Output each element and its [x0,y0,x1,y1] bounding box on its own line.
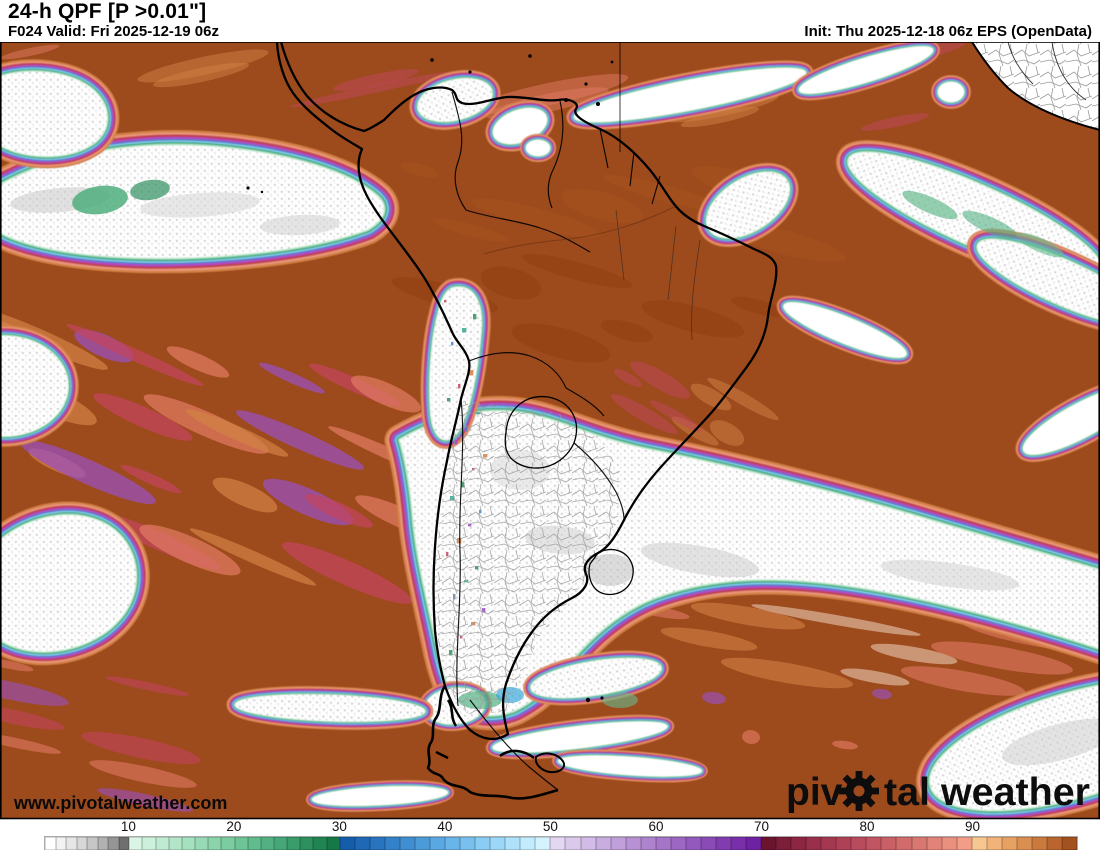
colorbar-cell [685,837,701,850]
colorbar-cell [625,837,641,850]
colorbar-cell [384,837,400,850]
colorbar: 10 20 30 40 50 60 70 80 90 [44,819,1078,850]
colorbar-cell [821,837,837,850]
colorbar-cell [700,837,716,850]
colorbar-cell [866,837,882,850]
colorbar-cell [313,837,327,850]
colorbar-cell [247,837,261,850]
gear-icon [839,771,879,811]
colorbar-cell [715,837,731,850]
colorbar-cell [520,837,536,850]
colorbar-cell [986,837,1002,850]
colorbar-tick: 80 [859,819,875,834]
colorbar-cell [339,837,355,850]
colorbar-cell [791,837,807,850]
colorbar-cell [129,837,143,850]
pivotal-weather-logo: piv tal weather [786,771,1090,814]
colorbar-cell [881,837,897,850]
colorbar-cell [1001,837,1017,850]
colorbar-cell [399,837,415,850]
colorbar-cell [595,837,611,850]
colorbar-cell [66,837,77,850]
colorbar-bar [44,836,1078,850]
colorbar-cell [354,837,370,850]
colorbar-tick: 60 [648,819,664,834]
colorbar-cell [369,837,385,850]
colorbar-cell [971,837,987,850]
init-time-label: Init: Thu 2025-12-18 06z EPS (OpenData) [804,23,1092,40]
colorbar-cell [610,837,626,850]
colorbar-cell [155,837,169,850]
colorbar-cell [142,837,156,850]
colorbar-cell [1031,837,1047,850]
colorbar-cell [430,837,446,850]
colorbar-cell [505,837,521,850]
valid-time-label: F024 Valid: Fri 2025-12-19 06z [8,23,219,40]
colorbar-cell [911,837,927,850]
colorbar-cell [195,837,209,850]
colorbar-cell [565,837,581,850]
colorbar-tick: 50 [542,819,558,834]
colorbar-cell [640,837,656,850]
colorbar-cell [1062,837,1078,850]
colorbar-cell [76,837,88,850]
colorbar-cell [87,837,98,850]
colorbar-cell [460,837,476,850]
colorbar-cell [108,837,119,850]
colorbar-cell [208,837,222,850]
colorbar-cell [655,837,671,850]
colorbar-cell [260,837,274,850]
header: 24-h QPF [P >0.01"] F024 Valid: Fri 2025… [0,0,1100,42]
colorbar-cell [941,837,957,850]
colorbar-cell [221,837,235,850]
colorbar-cell [490,837,506,850]
colorbar-cell [326,837,340,850]
product-title: 24-h QPF [P >0.01"] [8,0,207,23]
colorbar-cell [896,837,912,850]
colorbar-cell [836,837,852,850]
colorbar-cell [1046,837,1062,850]
colorbar-cell [234,837,248,850]
colorbar-tick: 70 [753,819,769,834]
colorbar-tick: 30 [331,819,347,834]
colorbar-cell [287,837,301,850]
colorbar-cell [746,837,762,850]
colorbar-cell [550,837,566,850]
colorbar-cell [535,837,551,850]
colorbar-tick-row: 10 20 30 40 50 60 70 80 90 [44,819,1078,835]
watermark: www.pivotalweather.com [13,793,227,813]
map-frame [0,41,1100,820]
colorbar-cell [926,837,942,850]
colorbar-tick: 10 [120,819,136,834]
colorbar-cell [118,837,130,850]
colorbar-tick: 20 [226,819,242,834]
colorbar-cell [761,837,777,850]
colorbar-cell [730,837,747,850]
colorbar-cell [806,837,822,850]
colorbar-cell [97,837,109,850]
colorbar-cell [956,837,972,850]
colorbar-cell [1016,837,1032,850]
colorbar-cell [414,837,431,850]
colorbar-cell [300,837,314,850]
colorbar-cell [670,837,686,850]
logo-text-tal-weather: tal weather [884,771,1090,814]
colorbar-cell [445,837,461,850]
colorbar-cell [475,837,491,850]
logo-text-piv: piv [786,771,843,814]
colorbar-tick: 40 [437,819,453,834]
colorbar-cell [776,837,792,850]
colorbar-cell [851,837,867,850]
colorbar-tick: 90 [964,819,980,834]
colorbar-cell [273,837,288,850]
colorbar-cell [580,837,596,850]
colorbar-cell [181,837,196,850]
colorbar-cell [45,837,56,850]
colorbar-cell [168,837,182,850]
map-labels: www.pivotalweather.com piv tal weather [13,771,1090,814]
colorbar-cell [55,837,67,850]
